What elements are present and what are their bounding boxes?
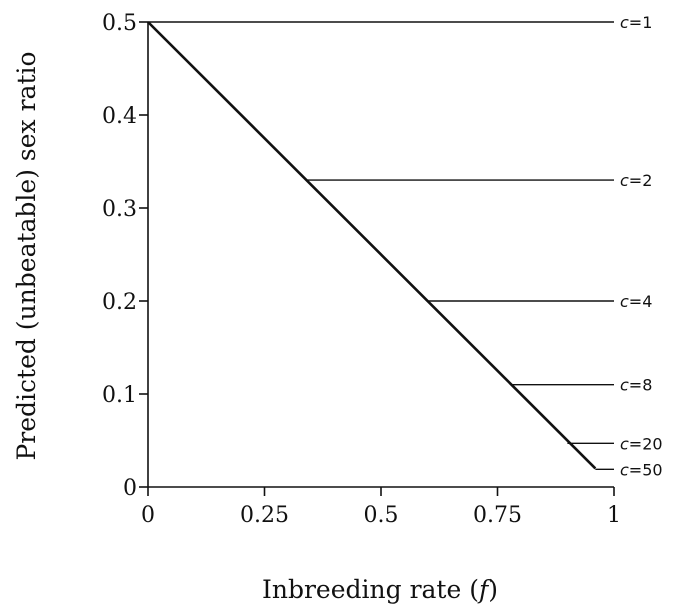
- y-tick-label: 0.3: [102, 197, 137, 222]
- series-label-c4: c=4: [620, 292, 652, 311]
- y-tick-label: 0.1: [102, 383, 137, 408]
- x-axis-label: Inbreeding rate (f): [262, 575, 498, 604]
- y-tick-label: 0: [123, 476, 137, 501]
- y-axis-label: Predicted (unbeatable) sex ratio: [12, 51, 41, 460]
- series-label-c1: c=1: [620, 13, 652, 32]
- x-tick-label: 1: [607, 503, 621, 528]
- y-tick-label: 0.5: [102, 11, 137, 36]
- series-labels: c=1 c=2 c=4 c=8 c=20 c=50: [620, 13, 663, 479]
- y-tick-label: 0.2: [102, 290, 137, 315]
- series-lines: [147, 21, 614, 471]
- diagonal-line: [147, 21, 597, 470]
- x-tick-label: 0.25: [240, 503, 289, 528]
- ticks: 0 0.1 0.2 0.3 0.4 0.5 0 0.25 0.5 0.75 1: [102, 11, 621, 528]
- series-label-c2: c=2: [620, 171, 652, 190]
- x-tick-label: 0.75: [473, 503, 522, 528]
- x-tick-label: 0: [141, 503, 155, 528]
- series-label-c50: c=50: [620, 460, 663, 479]
- y-tick-label: 0.4: [102, 104, 137, 129]
- x-tick-label: 0.5: [364, 503, 399, 528]
- series-label-c20: c=20: [620, 434, 663, 453]
- series-label-c8: c=8: [620, 376, 652, 395]
